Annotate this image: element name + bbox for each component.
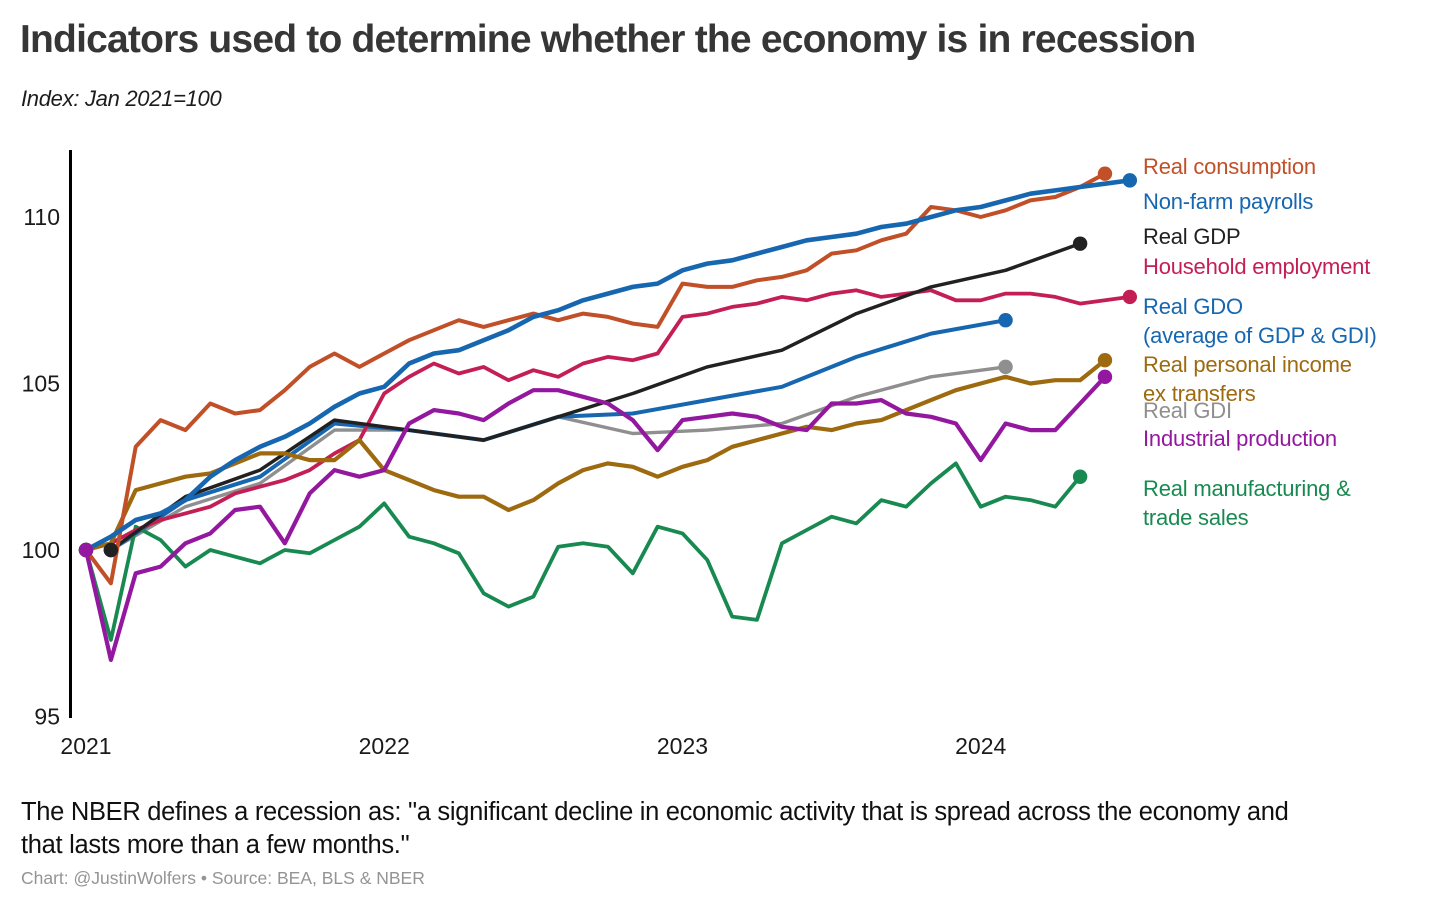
legend-item-household-employment-line1: Household employment [1143, 254, 1371, 279]
series-end-dot-household-employment [1122, 289, 1138, 305]
nber-definition: The NBER defines a recession as: "a sign… [21, 796, 1289, 862]
nber-definition-line2: that lasts more than a few months." [21, 831, 410, 859]
series-line-real-gdp [109, 241, 1082, 552]
legend-item-real-gdo: Real GDO (average of GDP & GDI) [1143, 292, 1377, 350]
series-start-dot-real-gdp [103, 542, 119, 558]
series-end-dot-real-gdi [998, 359, 1013, 375]
legend-item-real-consumption: Real consumption [1143, 152, 1316, 181]
legend-item-industrial-production-line1: Industrial production [1143, 426, 1337, 451]
series-line-real-personal-income-ex-transfers [83, 358, 1108, 553]
legend-item-real-consumption-line1: Real consumption [1143, 154, 1316, 179]
series-start-dot-industrial-production [78, 542, 94, 558]
legend-item-real-gdo-line1: Real GDO [1143, 294, 1243, 319]
nber-definition-line1: The NBER defines a recession as: "a sign… [21, 798, 1289, 826]
x-tick-label-2021: 2021 [60, 733, 111, 759]
series-end-dot-real-personal-income-ex-transfers [1097, 352, 1113, 368]
y-tick-label-110: 110 [23, 204, 60, 230]
y-tick-label-95: 95 [34, 704, 60, 730]
series-line-real-manufacturing-trade-sales [84, 461, 1082, 642]
series-line-non-farm-payrolls [83, 178, 1133, 553]
series-end-dot-industrial-production [1097, 369, 1113, 385]
index-note: Index: Jan 2021=100 [21, 86, 222, 111]
legend-item-real-gdi: Real GDI [1143, 396, 1232, 425]
x-tick-label-2024: 2024 [955, 733, 1006, 759]
page-title: Indicators used to determine whether the… [20, 18, 1196, 61]
y-tick-label-105: 105 [22, 371, 60, 397]
legend-item-real-gdp: Real GDP [1143, 222, 1241, 251]
series-line-real-consumption [84, 171, 1107, 586]
x-tick-label-2023: 2023 [657, 733, 708, 759]
legend-item-real-gdo-line2: (average of GDP & GDI) [1143, 323, 1377, 348]
series-end-dot-real-gdo [998, 313, 1013, 328]
legend-item-real-gdp-line1: Real GDP [1143, 224, 1241, 249]
x-tick-label-2022: 2022 [359, 733, 410, 759]
y-tick-label-100: 100 [22, 537, 60, 563]
legend-item-real-personal-income-ex-transfers-line2: ex transfers [1143, 381, 1256, 406]
legend-item-real-gdi-line1: Real GDI [1143, 398, 1232, 423]
legend-item-non-farm-payrolls-line1: Non-farm payrolls [1143, 189, 1314, 214]
series-end-dot-non-farm-payrolls [1122, 173, 1138, 188]
series-end-dot-real-consumption [1097, 166, 1113, 181]
legend-item-industrial-production: Industrial production [1143, 424, 1337, 453]
series-end-dot-real-manufacturing-trade-sales [1072, 469, 1088, 484]
legend-item-real-personal-income-ex-transfers: Real personal income ex transfers [1143, 350, 1352, 408]
series-line-real-gdo [108, 318, 1008, 552]
legend-item-non-farm-payrolls: Non-farm payrolls [1143, 187, 1313, 216]
legend-item-household-employment: Household employment [1143, 252, 1370, 281]
source-credit: Chart: @JustinWolfers • Source: BEA, BLS… [21, 868, 425, 888]
legend-item-real-personal-income-ex-transfers-line1: Real personal income [1143, 352, 1352, 377]
series-end-dot-real-gdp [1072, 236, 1088, 251]
legend-item-real-manufacturing-trade-sales-line2: trade sales [1143, 505, 1249, 530]
series-line-household-employment [84, 288, 1132, 552]
series-line-industrial-production [83, 374, 1108, 663]
legend-item-real-manufacturing-trade-sales-line1: Real manufacturing & [1143, 476, 1351, 501]
legend-item-real-manufacturing-trade-sales: Real manufacturing & trade sales [1143, 474, 1351, 532]
